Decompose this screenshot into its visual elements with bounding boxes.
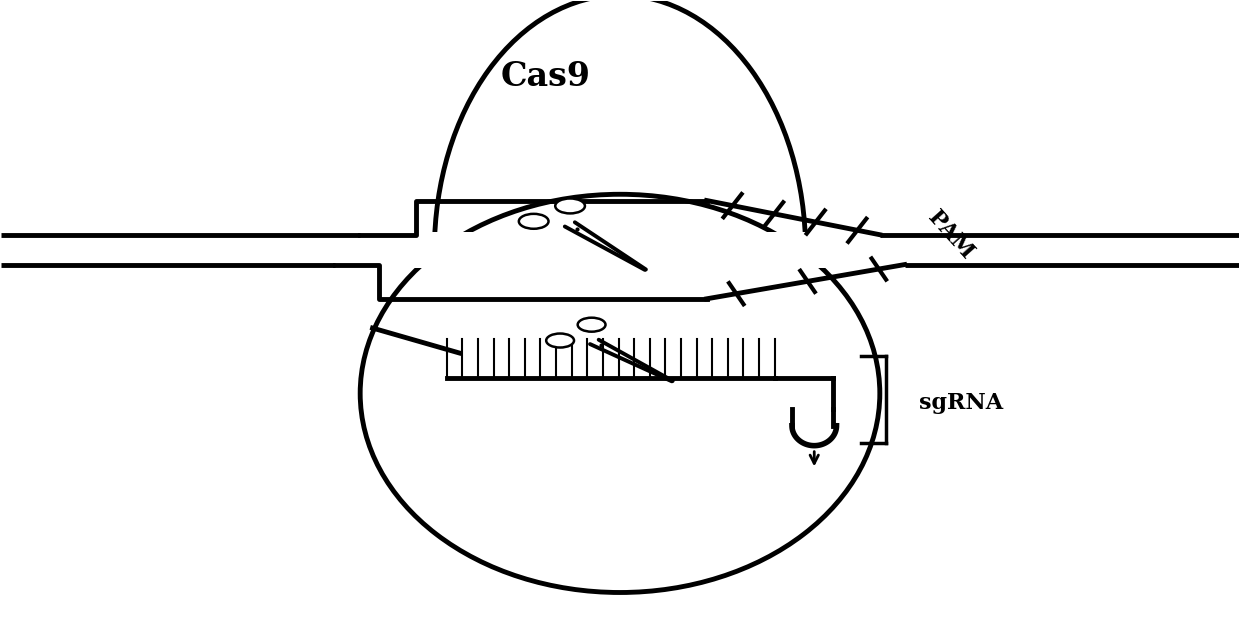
Circle shape: [518, 214, 548, 229]
Text: sgRNA: sgRNA: [919, 392, 1003, 414]
Ellipse shape: [434, 0, 806, 506]
Circle shape: [546, 334, 574, 348]
Circle shape: [578, 318, 605, 332]
Bar: [336, 232, 904, 268]
Text: Cas9: Cas9: [501, 59, 590, 92]
Text: PAM: PAM: [923, 206, 977, 263]
Circle shape: [556, 199, 585, 213]
Ellipse shape: [360, 194, 880, 592]
